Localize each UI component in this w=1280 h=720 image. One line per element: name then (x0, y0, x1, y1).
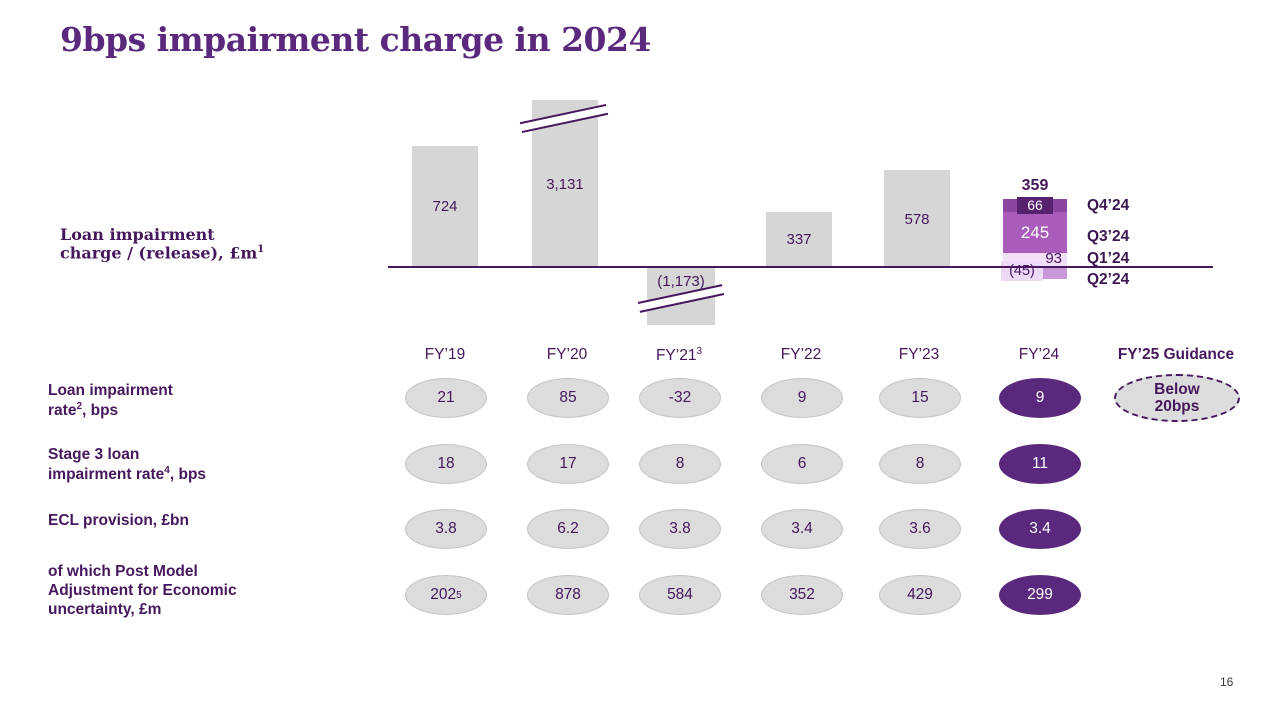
slide-title: 9bps impairment charge in 2024 (60, 20, 651, 59)
bar-fy20-value: 3,131 (546, 176, 584, 193)
row-label-stage3-rate: Stage 3 loan impairment rate4, bps (48, 446, 207, 484)
cell-r2-fy20: 17 (527, 444, 609, 484)
cell-r2-fy23: 8 (879, 444, 961, 484)
bar-fy24-stacked: 359 66 245 93 (45) (1001, 177, 1067, 281)
bar-fy19: 724 (412, 146, 478, 268)
quarter-label-q3: Q3’24 (1087, 228, 1130, 245)
column-header-fy24: FY’24 (1018, 346, 1060, 363)
quarter-label-q1: Q1’24 (1087, 250, 1130, 267)
bar-fy21-value: (1,173) (657, 273, 705, 290)
row-label-loan-impairment-rate: Loan impairment rate2, bps (48, 382, 173, 420)
cell-r2-fy24: 11 (999, 444, 1081, 484)
chart-axis-label-line2: charge / (release), £m (60, 243, 258, 263)
cell-r1-fy23: 15 (879, 378, 961, 418)
cell-r1-fy20: 85 (527, 378, 609, 418)
column-header-fy25-guidance: FY’25 Guidance (1117, 346, 1235, 363)
column-header-fy21: FY’213 (655, 346, 703, 365)
cell-r4-fy19: 202 5 (405, 575, 487, 615)
cell-r3-fy21: 3.8 (639, 509, 721, 549)
cell-r3-fy23: 3.6 (879, 509, 961, 549)
quarter-label-q2: Q2’24 (1087, 271, 1130, 288)
cell-r4-fy23: 429 (879, 575, 961, 615)
cell-r4-fy24: 299 (999, 575, 1081, 615)
chart-axis-label-line1: Loan impairment (60, 225, 215, 244)
column-header-fy22: FY’22 (780, 346, 822, 363)
cell-r1-fy24: 9 (999, 378, 1081, 418)
chart-zero-axis (388, 266, 1213, 268)
bar-fy24-q1-value: 93 (1045, 250, 1062, 267)
row-label-post-model-adjustment: of which Post Model Adjustment for Econo… (48, 563, 237, 618)
column-header-fy19: FY’19 (424, 346, 466, 363)
cell-r3-fy19: 3.8 (405, 509, 487, 549)
cell-r2-fy22: 6 (761, 444, 843, 484)
bar-fy22: 337 (766, 212, 832, 268)
cell-r4-fy22: 352 (761, 575, 843, 615)
bar-fy23: 578 (884, 170, 950, 268)
page-number: 16 (1220, 675, 1234, 689)
column-header-fy21-footnote: 3 (696, 346, 703, 357)
bar-fy22-value: 337 (786, 231, 812, 248)
chart-axis-label: Loan impairment charge / (release), £m1 (60, 225, 265, 263)
cell-r3-fy24: 3.4 (999, 509, 1081, 549)
bar-fy24-segment-q4: 66 (1003, 197, 1067, 214)
cell-r1-fy19: 21 (405, 378, 487, 418)
chart-axis-label-footnote: 1 (257, 244, 265, 256)
cell-r4-fy20: 878 (527, 575, 609, 615)
cell-r1-fy22: 9 (761, 378, 843, 418)
row-label-ecl-provision: ECL provision, £bn (48, 512, 189, 529)
cell-r2-fy19: 18 (405, 444, 487, 484)
column-header-fy23: FY’23 (898, 346, 940, 363)
cell-r3-fy20: 6.2 (527, 509, 609, 549)
cell-r3-fy22: 3.4 (761, 509, 843, 549)
quarter-label-q4: Q4’24 (1087, 197, 1130, 214)
cell-r1-fy21: -32 (639, 378, 721, 418)
bar-fy24-segment-q3: 245 (1003, 212, 1067, 253)
column-header-fy20: FY’20 (546, 346, 588, 363)
bar-fy19-value: 724 (432, 198, 458, 215)
cell-r4-fy19-footnote: 5 (456, 589, 462, 601)
cell-r4-fy21: 584 (639, 575, 721, 615)
bar-fy24-q4-value: 66 (1017, 197, 1053, 214)
cell-r1-guidance: Below 20bps (1114, 374, 1240, 422)
bar-fy24-q2-value: (45) (1001, 261, 1043, 281)
bar-fy23-value: 578 (904, 211, 930, 228)
cell-r2-fy21: 8 (639, 444, 721, 484)
bar-fy24-total: 359 (1021, 177, 1049, 194)
